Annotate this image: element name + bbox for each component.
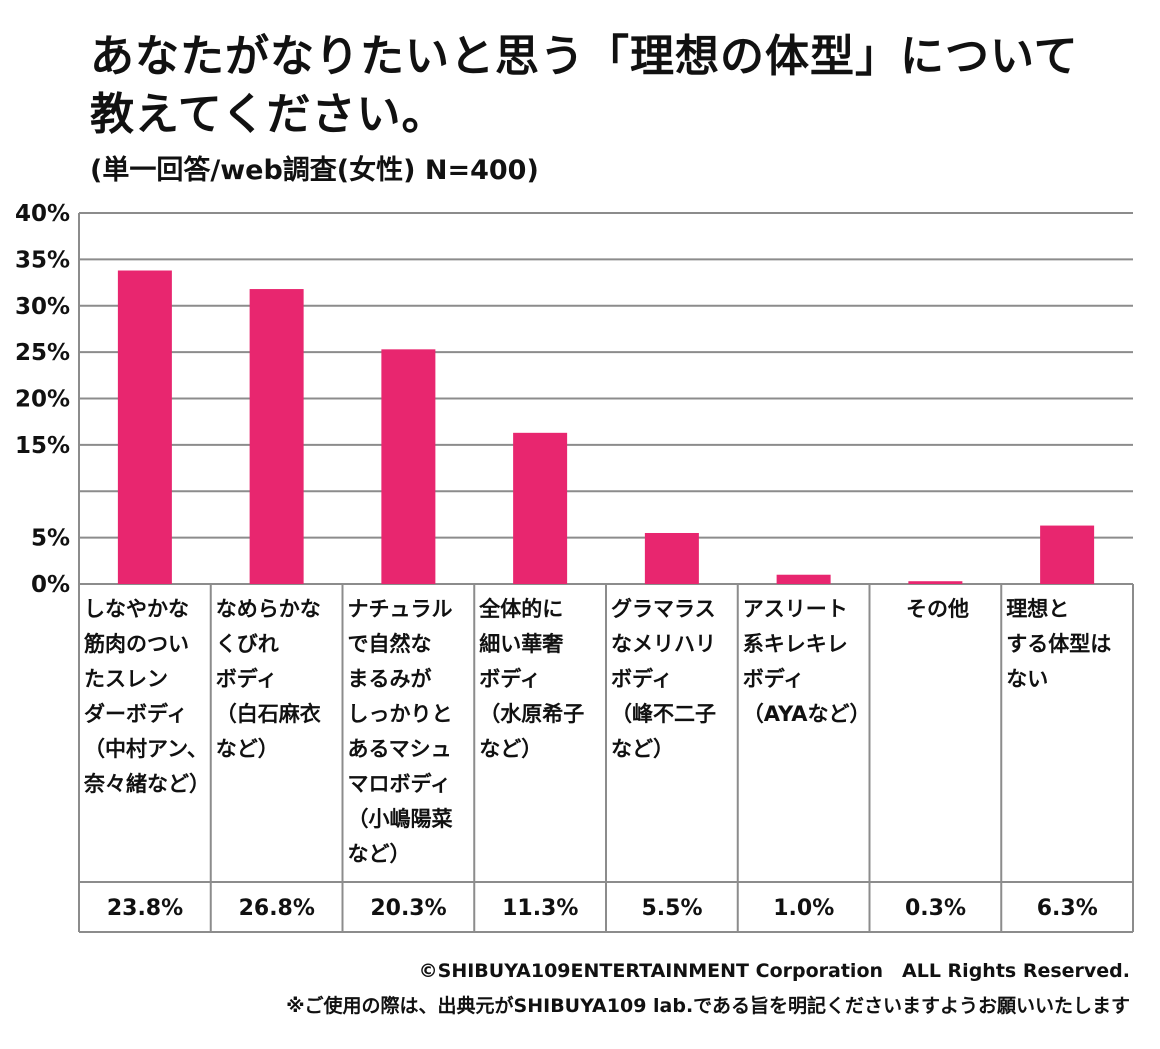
value-label: 20.3% bbox=[370, 896, 447, 921]
category-label-line: ナチュラル bbox=[347, 597, 453, 621]
category-label-line: で自然な bbox=[347, 632, 432, 656]
category-label-line: くびれ bbox=[215, 632, 279, 656]
value-label: 26.8% bbox=[238, 896, 315, 921]
bar bbox=[513, 432, 568, 584]
bar bbox=[381, 349, 436, 584]
bar bbox=[644, 532, 699, 584]
y-tick-label: 15% bbox=[15, 433, 70, 459]
bar bbox=[908, 581, 963, 584]
category-label-line: （白石麻衣 bbox=[215, 702, 321, 726]
category-label: 全体的に細い華奢ボディ （水原希子など） bbox=[479, 592, 605, 767]
category-label-line: なめらかな bbox=[215, 597, 321, 621]
category-label-line: その他 bbox=[906, 597, 969, 621]
usage-note: ※ご使用の際は、出典元がSHIBUYA109 lab.である旨を明記くださいます… bbox=[286, 995, 1130, 1017]
category-label-line: グラマラス bbox=[611, 597, 716, 621]
value-label: 23.8% bbox=[106, 896, 184, 921]
category-label-line: 細い華奢 bbox=[479, 632, 564, 656]
y-tick-label: 5% bbox=[31, 526, 70, 552]
category-label-line: アスリート bbox=[742, 597, 848, 621]
category-label-line: など） bbox=[347, 842, 411, 866]
y-tick-label: 35% bbox=[15, 247, 70, 273]
category-label-line: ボディ bbox=[611, 667, 673, 691]
value-label: 6.3% bbox=[1036, 896, 1098, 921]
category-label-line: ボディ bbox=[479, 667, 541, 691]
y-tick-label: 20% bbox=[15, 387, 70, 413]
category-label: 理想とする体型はない bbox=[1006, 592, 1132, 697]
category-label-line: 系キレキレ bbox=[742, 632, 848, 656]
bar bbox=[117, 270, 172, 584]
chart-title: あなたがなりたいと思う「理想の体型」について 教えてください。 bbox=[90, 28, 1130, 144]
category-label-line: （峰不二子 bbox=[611, 702, 716, 726]
category-label-line: など） bbox=[611, 737, 674, 761]
category-label-line: まるみが bbox=[347, 667, 432, 691]
chart-title-line-1: あなたがなりたいと思う「理想の体型」について bbox=[90, 31, 1079, 82]
category-label-line: 奈々緒など） bbox=[84, 772, 210, 796]
category-label-line: ボディ bbox=[742, 667, 805, 691]
bar bbox=[249, 289, 304, 584]
value-label: 0.3% bbox=[904, 896, 966, 921]
category-label: ナチュラルで自然なまるみがしっかりとあるマシュマロボディ （小嶋陽菜など） bbox=[348, 592, 474, 872]
category-label-line: 理想と bbox=[1006, 597, 1070, 621]
category-label-line: する体型は bbox=[1006, 632, 1112, 656]
y-tick-label: 0% bbox=[31, 572, 70, 598]
category-label-line: しなやかな bbox=[84, 597, 189, 621]
category-label-line: など） bbox=[479, 737, 543, 761]
value-label: 5.5% bbox=[641, 896, 703, 921]
category-label-line: （中村アン、 bbox=[84, 737, 208, 761]
category-label-line: など） bbox=[215, 737, 279, 761]
value-label: 11.3% bbox=[502, 896, 579, 921]
category-label-line: 筋肉のつい bbox=[84, 632, 189, 656]
category-label: その他 bbox=[875, 592, 1001, 627]
chart-subtitle: (単一回答/web調査(女性) N=400) bbox=[90, 155, 539, 186]
category-label-line: ボディ bbox=[215, 667, 278, 691]
category-label: なめらかなくびれボディ （白石麻衣など） bbox=[216, 592, 342, 767]
category-label-line: 全体的に bbox=[479, 597, 564, 621]
category-label-line: （AYAなど） bbox=[742, 702, 869, 726]
category-label: グラマラスなメリハリボディ （峰不二子など） bbox=[611, 592, 737, 767]
y-tick-label: 30% bbox=[15, 294, 70, 320]
category-label-line: ない bbox=[1006, 667, 1049, 691]
category-label: しなやかな筋肉のついたスレンダーボディ （中村アン、 奈々緒など） bbox=[84, 592, 210, 802]
y-tick-label: 40% bbox=[15, 201, 70, 227]
category-label-line: ダーボディ bbox=[84, 702, 188, 726]
category-label-line: （水原希子 bbox=[479, 702, 585, 726]
category-label-line: しっかりと bbox=[347, 702, 453, 726]
category-label-line: あるマシュ bbox=[347, 737, 452, 761]
bar bbox=[1040, 525, 1095, 584]
bar bbox=[776, 574, 831, 584]
category-label-line: マロボディ bbox=[347, 772, 452, 796]
chart-title-line-2: 教えてください。 bbox=[90, 89, 447, 140]
category-label-line: なメリハリ bbox=[611, 632, 716, 656]
copyright-text: ©SHIBUYA109ENTERTAINMENT Corporation ALL… bbox=[418, 960, 1130, 982]
category-label-line: たスレン bbox=[84, 667, 168, 691]
category-label-line: （小嶋陽菜 bbox=[347, 807, 453, 831]
y-tick-label: 25% bbox=[15, 340, 70, 366]
value-label: 1.0% bbox=[773, 896, 835, 921]
category-label: アスリート系キレキレボディ （AYAなど） bbox=[743, 592, 869, 732]
